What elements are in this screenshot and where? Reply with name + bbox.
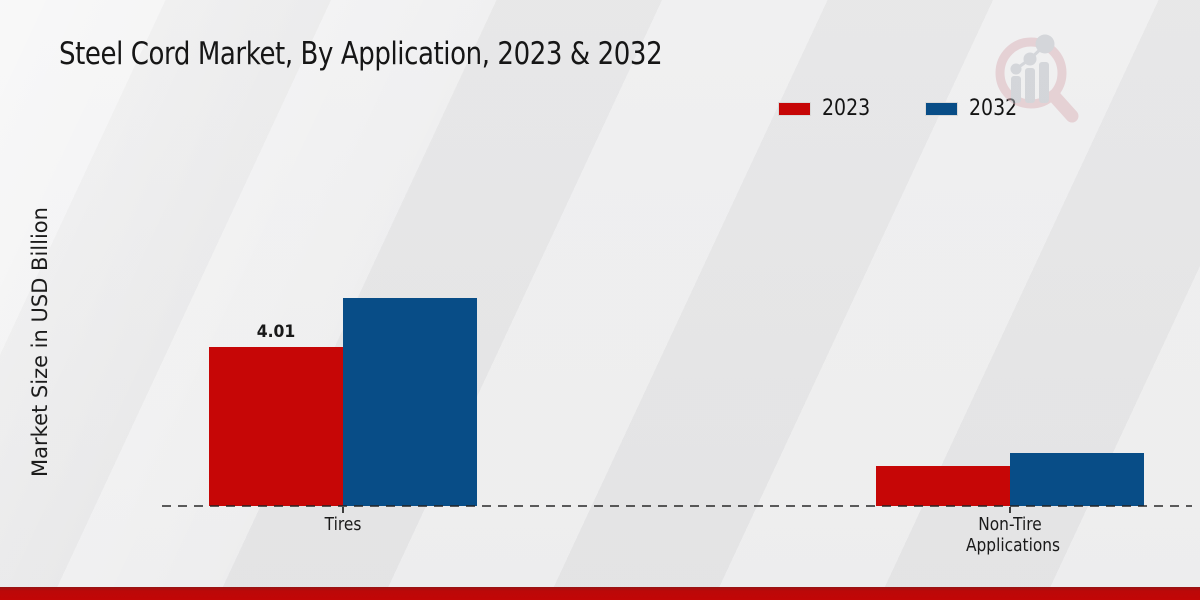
legend-swatch-2032 <box>925 101 958 116</box>
legend-item-2023: 2023 <box>778 96 878 121</box>
x-tick-label: Non-Tire Applications <box>966 515 1061 557</box>
bar-2023-tires <box>209 347 343 506</box>
bar-2023-non-tire-applications <box>876 466 1010 506</box>
bar-value-label: 4.01 <box>256 322 296 342</box>
legend: 2023 2032 <box>778 96 1025 121</box>
x-tick-mark <box>1009 507 1011 513</box>
bar-2032-non-tire-applications <box>1010 453 1144 506</box>
legend-label-2023: 2023 <box>822 96 871 121</box>
chart-title: Steel Cord Market, By Application, 2023 … <box>59 36 663 72</box>
plot-area: 4.01 Tires Non-Tire Applications <box>162 150 1192 556</box>
magnifier-bar-chart-watermark-icon <box>995 34 1079 123</box>
legend-swatch-2023 <box>778 101 811 116</box>
x-tick-label: Tires <box>324 515 362 535</box>
y-axis-label: Market Size in USD Billion <box>28 207 52 477</box>
x-axis-dashed-baseline <box>162 505 1192 507</box>
bar-2032-tires <box>343 298 477 506</box>
x-tick-mark <box>342 507 344 513</box>
footer-accent-bar <box>0 587 1200 600</box>
